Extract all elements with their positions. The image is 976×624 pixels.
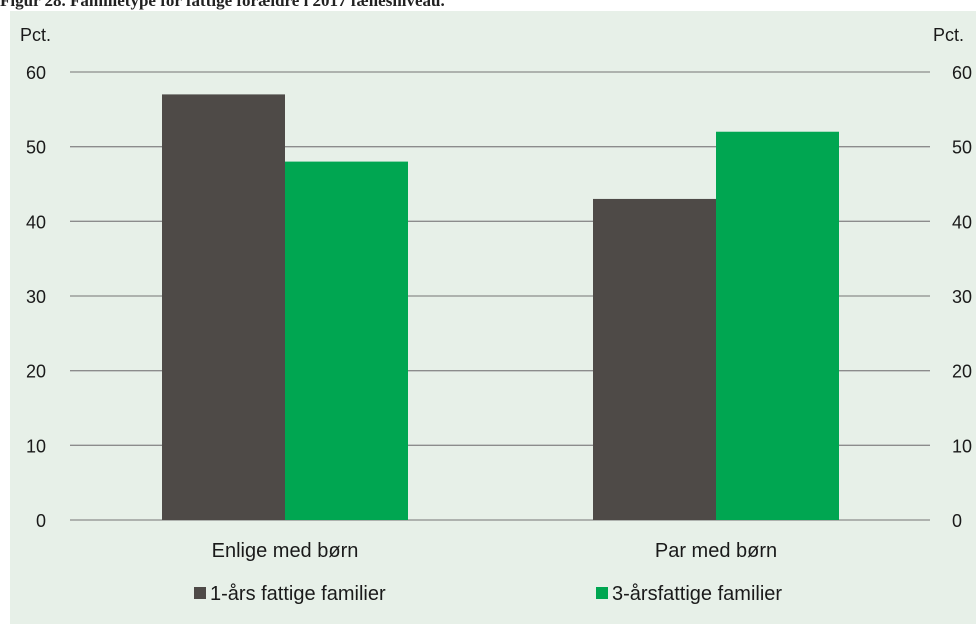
y-tick-label-left: 30 xyxy=(26,287,46,307)
category-labels: Enlige med børn Par med børn xyxy=(212,540,778,562)
y-tick-label-left: 40 xyxy=(26,212,46,232)
y-tick-label-right: 50 xyxy=(952,138,972,158)
y-tick-label-right: 40 xyxy=(952,212,972,232)
y-tick-label-left: 0 xyxy=(36,511,46,531)
legend-label: 3-årsfattige familier xyxy=(612,583,782,605)
bar-2-1 xyxy=(285,161,408,520)
y-tick-label-left: 10 xyxy=(26,436,46,456)
figure-caption: Figur 28. Familietype for fattige foræld… xyxy=(0,0,445,10)
y-axis-label-right: Pct. xyxy=(933,25,964,45)
bar-2-2 xyxy=(716,131,839,520)
legend-swatch xyxy=(194,587,206,599)
bar-1-2 xyxy=(593,198,716,520)
legend: 1-års fattige familier 3-årsfattige famil… xyxy=(194,583,782,605)
y-tick-label-left: 60 xyxy=(26,63,46,83)
category-label: Enlige med børn xyxy=(212,540,359,562)
y-tick-label-right: 20 xyxy=(952,362,972,382)
y-axis-label-left: Pct. xyxy=(20,25,51,45)
legend-label: 1-års fattige familier xyxy=(210,583,386,605)
y-tick-label-right: 60 xyxy=(952,63,972,83)
y-tick-labels: 0 0 10 10 20 20 30 30 40 40 50 50 60 60 xyxy=(26,63,972,531)
category-label: Par med børn xyxy=(655,540,777,562)
legend-swatch xyxy=(596,587,608,599)
y-tick-label-right: 0 xyxy=(952,511,962,531)
y-tick-label-left: 20 xyxy=(26,362,46,382)
bar-1-1 xyxy=(162,94,285,521)
y-tick-label-left: 50 xyxy=(26,138,46,158)
bars xyxy=(162,94,839,521)
y-tick-label-right: 30 xyxy=(952,287,972,307)
y-tick-label-right: 10 xyxy=(952,436,972,456)
